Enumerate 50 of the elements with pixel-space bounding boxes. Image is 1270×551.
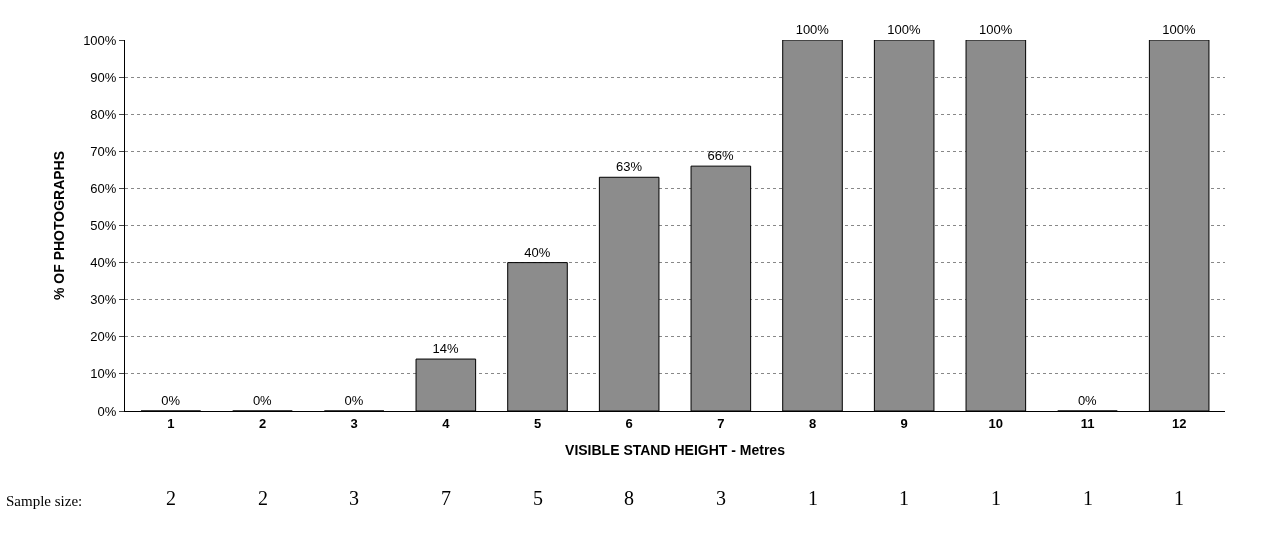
text: 8 <box>624 487 634 509</box>
text: 3 <box>716 487 726 509</box>
text: 2 <box>166 487 176 509</box>
y-tick-label: 70% <box>90 143 117 159</box>
x-tick-label: 3 <box>350 415 358 431</box>
data-label: 66% <box>707 148 735 164</box>
x-tick-label: 11 <box>1080 415 1095 431</box>
y-tick-label: 10% <box>90 366 117 382</box>
y-tick-label: 50% <box>90 218 117 234</box>
x-tick-label: 1 <box>167 415 175 431</box>
y-tick-label: 80% <box>90 106 117 122</box>
text: 1 <box>899 487 909 509</box>
x-tick-label: 12 <box>1171 415 1187 431</box>
data-label: 100% <box>795 22 830 37</box>
text: 7 <box>441 487 451 509</box>
text: 1 <box>991 487 1001 509</box>
y-tick-label: 0% <box>97 403 117 419</box>
data-label: 14% <box>432 341 460 357</box>
x-axis-title: VISIBLE STAND HEIGHT - Metres <box>565 441 786 458</box>
y-tick-label: 90% <box>90 69 117 85</box>
data-label: 0% <box>161 393 181 408</box>
y-axis-title: % OF PHOTOGRAPHS <box>50 150 67 301</box>
data-label: 100% <box>1162 22 1197 37</box>
data-label: 100% <box>887 22 922 37</box>
y-tick-label: 20% <box>90 329 117 345</box>
data-label: 100% <box>978 22 1013 37</box>
x-tick-label: 6 <box>625 415 633 431</box>
y-tick-label: 40% <box>90 255 117 271</box>
text: 1 <box>1083 487 1093 509</box>
y-tick-label: 60% <box>90 180 117 196</box>
text: 1 <box>808 487 818 509</box>
y-tick-label: 30% <box>90 292 117 308</box>
data-label: 40% <box>524 244 551 260</box>
text: Sample size: <box>6 493 83 509</box>
text: 1 <box>1174 487 1184 509</box>
x-tick-label: 8 <box>808 415 817 431</box>
data-label: 63% <box>615 159 643 175</box>
x-tick-label: 2 <box>258 415 267 431</box>
x-tick-label: 5 <box>533 415 542 431</box>
x-tick-label: 7 <box>717 415 725 431</box>
text: 5 <box>533 487 543 509</box>
text: 3 <box>349 487 359 509</box>
x-tick-label: 10 <box>988 415 1004 431</box>
text: 2 <box>258 487 268 509</box>
y-tick-label: 100% <box>83 32 117 48</box>
x-tick-label: 4 <box>442 415 451 431</box>
data-label: 0% <box>344 393 364 408</box>
data-label: 0% <box>252 393 273 408</box>
data-label: 0% <box>1077 393 1098 408</box>
x-tick-label: 9 <box>900 415 908 431</box>
